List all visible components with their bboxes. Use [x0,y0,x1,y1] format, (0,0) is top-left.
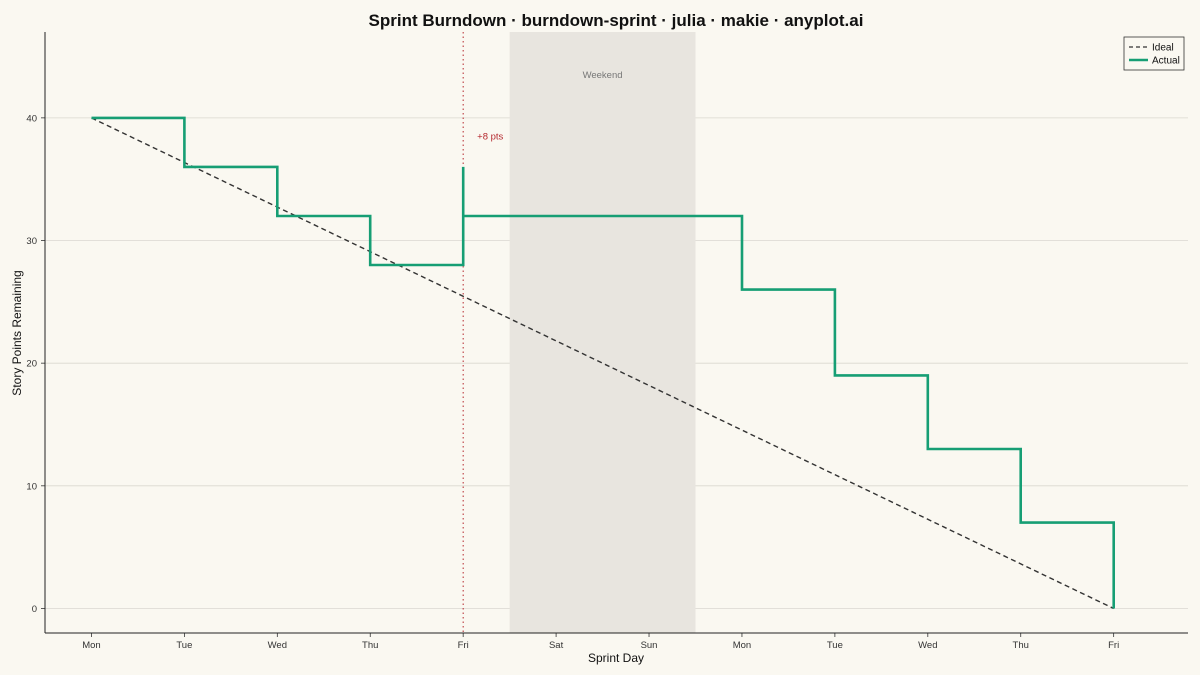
x-tick-label: Fri [458,640,469,651]
legend-box [1123,36,1185,71]
legend-label-actual: Actual [1152,56,1180,67]
series-layer [91,116,1115,610]
weekend-band [509,32,696,633]
scope-change-label: +8 pts [477,131,503,142]
x-tick-label: Mon [82,640,100,651]
legend: Ideal Actual [1123,36,1185,71]
x-axis-label: Sprint Day [588,651,644,665]
x-tick-label: Tue [176,640,192,651]
weekend-label: Weekend [583,70,623,81]
x-tick-label: Fri [1108,640,1119,651]
x-tick-label: Mon [733,640,751,651]
x-tick-label: Tue [827,640,843,651]
x-tick-label: Wed [268,640,287,651]
x-tick-label: Thu [1013,640,1029,651]
y-tick-label: 0 [32,604,37,615]
y-axis-label: Story Points Remaining [10,270,24,395]
x-tick-label: Wed [918,640,937,651]
ideal-series-line [91,117,1115,610]
x-tick-label: Sun [641,640,658,651]
y-tick-label: 20 [26,359,37,370]
weekend-shading: Weekend [509,32,696,633]
annotation-layer: +8 pts [462,32,504,633]
axes [41,32,1188,637]
plot-area: Weekend +8 pts [45,32,1188,633]
y-tick-label: 10 [26,481,37,492]
chart-title: Sprint Burndown · burndown-sprint · juli… [369,11,864,30]
x-tick-label: Sat [549,640,564,651]
y-tick-label: 40 [26,113,37,124]
tick-labels: 0 10 20 30 40 Mon Tue Wed Thu Fri Sat Sun Mon Tue Wed T… [26,113,1119,651]
legend-label-ideal: Ideal [1152,43,1174,54]
x-tick-label: Thu [362,640,378,651]
actual-series-line [91,116,1115,609]
y-tick-label: 30 [26,236,37,247]
